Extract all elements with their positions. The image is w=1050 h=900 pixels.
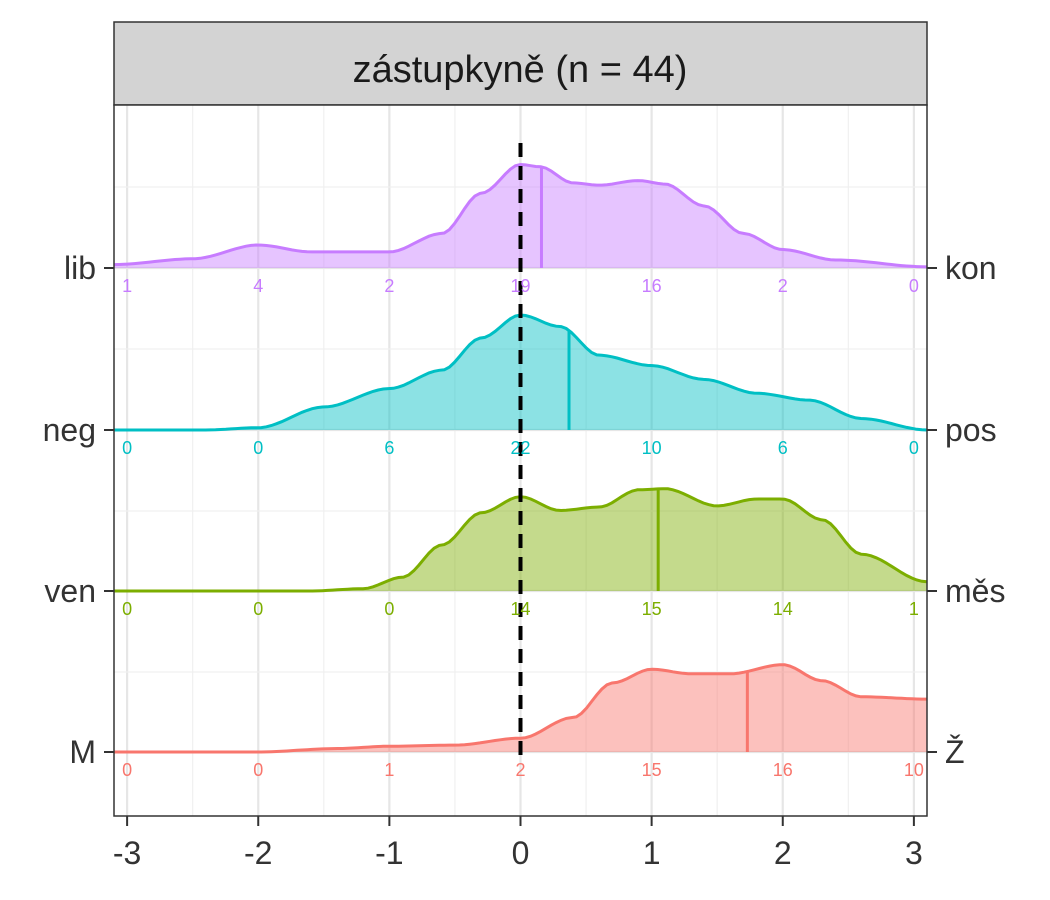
- count-label: 1: [122, 276, 132, 296]
- x-tick-label: 2: [774, 835, 792, 871]
- x-tick-label: -2: [244, 835, 272, 871]
- x-tick-label: 0: [512, 835, 530, 871]
- x-tick-label: -1: [375, 835, 403, 871]
- count-label: 16: [773, 760, 793, 780]
- density-line: [114, 663, 927, 754]
- x-tick-label: -3: [113, 835, 141, 871]
- count-label: 6: [778, 438, 788, 458]
- count-label: 0: [253, 760, 263, 780]
- left-axis-label: lib: [64, 250, 96, 286]
- count-label: 1: [384, 760, 394, 780]
- axes: -3 -2 -1 0 1 2 3 lib kon neg pos ven měs M Ž: [43, 250, 1006, 871]
- count-label: 10: [904, 760, 924, 780]
- count-label: 15: [642, 760, 662, 780]
- count-label: 0: [253, 438, 263, 458]
- panel-title: zástupkyně (n = 44): [353, 49, 688, 91]
- left-axis-label: neg: [43, 412, 96, 448]
- density-line: [113, 162, 928, 269]
- count-label: 22: [510, 438, 530, 458]
- x-tick-label: 1: [643, 835, 661, 871]
- count-label: 0: [122, 599, 132, 619]
- density-area: [114, 664, 927, 752]
- count-label: 2: [384, 276, 394, 296]
- x-tick-label: 3: [905, 835, 923, 871]
- count-label: 0: [122, 760, 132, 780]
- count-label: 0: [253, 599, 263, 619]
- count-label: 6: [384, 438, 394, 458]
- ridge-M-Ž: [114, 663, 927, 754]
- count-label: 19: [510, 276, 530, 296]
- right-axis-label: Ž: [945, 734, 965, 770]
- right-axis-label: kon: [945, 250, 997, 286]
- count-label: 10: [642, 438, 662, 458]
- count-label: 4: [253, 276, 263, 296]
- count-label: 16: [642, 276, 662, 296]
- panel-strip: [113, 21, 928, 106]
- count-label: 0: [122, 438, 132, 458]
- count-label: 1: [909, 599, 919, 619]
- count-label: 14: [510, 599, 530, 619]
- count-label: 15: [642, 599, 662, 619]
- right-axis-label: pos: [945, 412, 997, 448]
- count-labels: 1 4 2 19 16 2 00 0 6 22 10 6 00 0 0 14 15 14 10 0 1 2 15 16 10: [122, 276, 924, 780]
- left-axis-label: ven: [44, 573, 96, 609]
- count-label: 14: [773, 599, 793, 619]
- count-label: 0: [909, 438, 919, 458]
- count-label: 2: [515, 760, 525, 780]
- count-label: 0: [909, 276, 919, 296]
- left-axis-label: M: [69, 734, 96, 770]
- right-axis-label: měs: [945, 573, 1005, 609]
- density-area: [114, 315, 927, 430]
- count-label: 2: [778, 276, 788, 296]
- count-label: 0: [384, 599, 394, 619]
